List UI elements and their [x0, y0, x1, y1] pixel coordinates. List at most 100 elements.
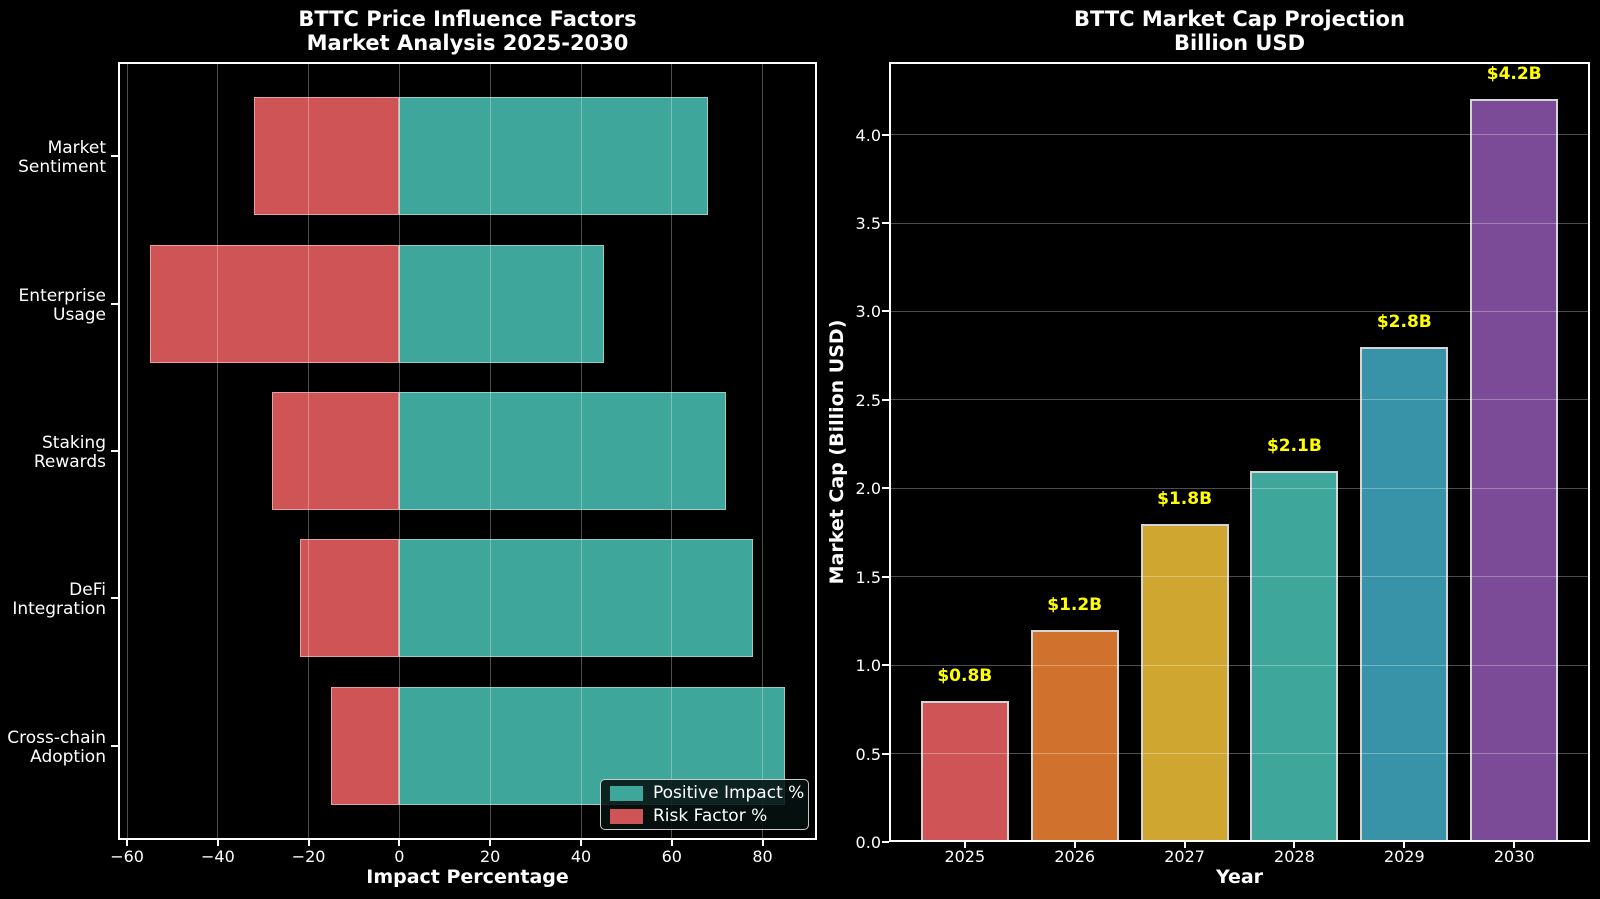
category-label-4-line1: Adoption — [30, 746, 106, 767]
grid-line-y-2.0 — [889, 487, 1590, 489]
x-tick-mark-2028 — [1293, 842, 1296, 848]
x-tick-label--20: −20 — [291, 847, 326, 866]
legend-swatch-risk-icon — [610, 808, 643, 824]
y-tick-mark-0.5 — [882, 752, 889, 755]
x-tick-label-0: 0 — [394, 847, 405, 866]
left-chart-title-line2: Market Analysis 2025-2030 — [306, 31, 629, 55]
y-tick-mark-2.5 — [882, 398, 889, 401]
positive-impact-bar-2 — [399, 392, 727, 510]
x-tick-mark-40 — [580, 840, 582, 846]
grid-line-y-3.5 — [889, 222, 1590, 224]
legend-swatch-positive-icon — [610, 785, 643, 801]
x-tick-label-2026: 2026 — [1054, 847, 1096, 866]
left-chart-title: BTTC Price Influence Factors Market Anal… — [118, 7, 817, 55]
x-tick-label-2029: 2029 — [1383, 847, 1425, 866]
marketcap-bar-2026 — [1030, 629, 1119, 842]
x-tick-mark-2027 — [1183, 842, 1186, 848]
legend-label-risk: Risk Factor % — [653, 806, 768, 826]
x-tick-mark-60 — [670, 840, 673, 846]
grid-line-x-80 — [762, 62, 763, 840]
bar-value-label-2027: $1.8B — [1157, 488, 1213, 509]
bar-value-label-2029: $2.8B — [1376, 311, 1432, 332]
marketcap-bar-2028 — [1250, 470, 1339, 842]
risk-factor-bar-2 — [272, 392, 400, 510]
x-tick-label-2025: 2025 — [944, 847, 986, 866]
y-tick-mark-0 — [111, 155, 118, 158]
y-tick-label-0.0: 0.0 — [855, 833, 881, 852]
right-chart-title: BTTC Market Cap Projection Billion USD — [889, 7, 1590, 55]
right-chart-title-line2: Billion USD — [1173, 31, 1306, 55]
positive-impact-bar-0 — [399, 97, 708, 216]
x-tick-label-2027: 2027 — [1164, 847, 1205, 866]
grid-line-x--20 — [308, 62, 310, 840]
x-tick-label-60: 60 — [661, 847, 682, 866]
x-tick-label--40: −40 — [201, 847, 235, 866]
marketcap-bar-2027 — [1140, 523, 1229, 842]
x-tick-label--60: −60 — [110, 847, 144, 866]
right-y-axis-label: Market Cap (Billion USD) — [826, 319, 848, 585]
y-tick-mark-2.0 — [882, 487, 889, 490]
category-label-2: Staking Rewards — [2, 434, 106, 472]
left-chart-title-line1: BTTC Price Influence Factors — [298, 7, 637, 31]
grid-line-x-0 — [398, 62, 400, 840]
risk-factor-bar-4 — [331, 686, 400, 805]
grid-line-x-60 — [671, 62, 673, 840]
category-label-3-line1: Integration — [12, 599, 106, 620]
marketcap-bar-2025 — [920, 700, 1009, 842]
x-tick-mark-20 — [489, 840, 492, 846]
grid-line-x--40 — [217, 62, 219, 840]
grid-line-x-40 — [580, 62, 582, 840]
legend-row-risk: Risk Factor % — [610, 807, 799, 825]
y-tick-label-1.5: 1.5 — [855, 567, 881, 587]
category-label-1-line1: Usage — [53, 304, 106, 325]
category-label-0: Market Sentiment — [2, 139, 106, 177]
y-tick-mark-3.5 — [882, 222, 889, 224]
category-label-1-line0: Enterprise — [18, 285, 106, 306]
legend-label-positive: Positive Impact % — [653, 783, 805, 803]
right-x-axis-label: Year — [1215, 866, 1264, 888]
legend: Positive Impact % Risk Factor % — [600, 779, 809, 830]
positive-impact-bar-1 — [399, 244, 604, 363]
y-tick-mark-1 — [111, 302, 118, 305]
category-label-3: DeFi Integration — [2, 581, 106, 619]
y-tick-mark-0.0 — [882, 841, 889, 843]
category-label-0-line0: Market — [47, 138, 106, 159]
category-label-2-line1: Rewards — [33, 452, 106, 472]
y-tick-mark-1.0 — [882, 664, 889, 667]
grid-line-y-0.5 — [889, 753, 1590, 755]
x-tick-label-2028: 2028 — [1274, 847, 1315, 866]
category-label-3-line0: DeFi — [69, 580, 106, 601]
risk-factor-bar-1 — [149, 244, 400, 363]
x-tick-mark--60 — [126, 840, 129, 846]
risk-factor-bar-0 — [254, 97, 400, 216]
grid-line-y-1.0 — [889, 664, 1590, 666]
x-tick-mark-0 — [398, 840, 401, 846]
category-label-4-line0: Cross-chain — [7, 727, 106, 748]
left-x-axis-label: Impact Percentage — [366, 866, 569, 888]
x-tick-mark-80 — [761, 840, 764, 846]
y-tick-label-3.5: 3.5 — [855, 214, 881, 233]
positive-impact-bar-3 — [399, 539, 754, 658]
y-tick-label-3.0: 3.0 — [855, 302, 881, 322]
grid-line-y-1.5 — [889, 576, 1590, 578]
category-label-0-line1: Sentiment — [18, 157, 106, 178]
right-chart-title-line1: BTTC Market Cap Projection — [1074, 7, 1405, 31]
x-tick-mark--20 — [307, 840, 310, 846]
x-tick-mark-2025 — [963, 842, 966, 848]
legend-row-positive: Positive Impact % — [610, 784, 804, 802]
y-tick-mark-1.5 — [882, 575, 889, 578]
category-label-4: Cross-chain Adoption — [2, 727, 106, 767]
y-tick-label-2.0: 2.0 — [855, 479, 881, 499]
y-tick-mark-4 — [111, 744, 118, 747]
category-label-2-line0: Staking — [41, 433, 106, 453]
x-tick-mark-2029 — [1403, 842, 1406, 848]
x-tick-label-80: 80 — [752, 847, 773, 866]
bar-value-label-2030: $4.2B — [1486, 64, 1542, 85]
bar-value-label-2028: $2.1B — [1266, 435, 1322, 456]
grid-line-y-2.5 — [889, 399, 1590, 401]
y-tick-label-0.5: 0.5 — [855, 744, 881, 764]
category-label-1: Enterprise Usage — [2, 285, 106, 325]
y-tick-label-4.0: 4.0 — [855, 125, 881, 145]
bar-value-label-2025: $0.8B — [937, 665, 993, 686]
y-tick-label-2.5: 2.5 — [855, 390, 881, 410]
